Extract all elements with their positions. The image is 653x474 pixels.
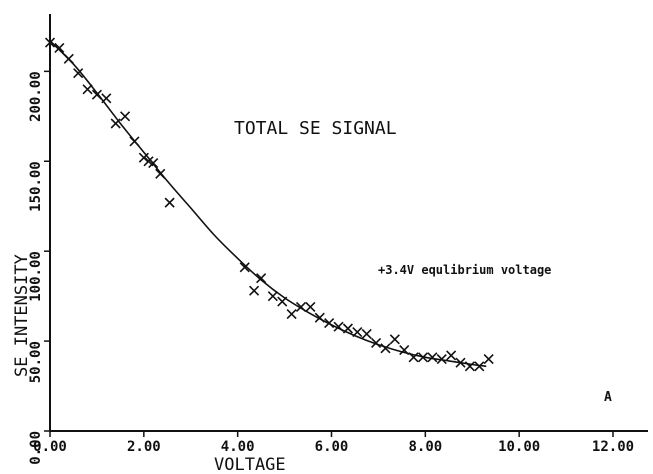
y-tick-label: 150.00 (28, 161, 44, 212)
data-point (455, 357, 466, 368)
data-point (417, 352, 429, 363)
chart-annotation-title: TOTAL SE SIGNAL (234, 118, 397, 139)
data-point (408, 352, 419, 363)
y-tick-label: 50.00 (28, 341, 44, 383)
data-point (436, 354, 447, 365)
data-point (380, 343, 391, 354)
data-point (464, 361, 475, 372)
data-point (483, 354, 494, 365)
data-points-layer (44, 37, 494, 372)
panel-label: A (604, 390, 612, 405)
data-point (352, 327, 363, 338)
data-point (101, 93, 112, 104)
data-point (249, 285, 260, 296)
y-tick-label: 0.00 (28, 431, 44, 465)
data-point (446, 350, 457, 361)
data-point (342, 323, 353, 334)
data-point (44, 37, 56, 48)
data-point (73, 68, 84, 79)
data-point (305, 301, 316, 312)
data-point (277, 296, 288, 307)
data-point (82, 84, 93, 95)
x-axis-label: VOLTAGE (214, 455, 286, 474)
x-tick-label: 2.00 (127, 439, 161, 455)
x-tick-label: 12.00 (592, 439, 634, 455)
data-point (91, 89, 102, 100)
x-tick-label: 4.00 (221, 439, 255, 455)
ticks: 0.00 2.00 4.00 6.00 8.00 10.00 12.00 0.00 50.00 1… (28, 70, 634, 465)
data-point (399, 345, 410, 356)
y-tick-label: 100.00 (28, 251, 44, 302)
y-axis-label: SE INTENSITY (12, 254, 32, 377)
data-point (427, 352, 438, 363)
x-tick-label: 6.00 (315, 439, 349, 455)
data-point (361, 328, 372, 339)
chart-annotation-note: +3.4V equlibrium voltage (378, 263, 551, 277)
data-point (129, 136, 140, 147)
data-point (110, 118, 121, 129)
data-point (389, 334, 400, 345)
data-point (120, 111, 131, 122)
x-tick-label: 8.00 (408, 439, 442, 455)
x-tick-label: 10.00 (498, 439, 540, 455)
data-point (267, 291, 278, 302)
x-tick-label: 0.00 (33, 439, 67, 455)
data-point (295, 301, 307, 312)
data-point (54, 42, 65, 54)
axes (49, 14, 648, 432)
data-point (164, 197, 175, 208)
data-point (371, 337, 382, 348)
y-tick-label: 200.00 (28, 71, 44, 122)
data-point (256, 273, 267, 284)
data-point (474, 361, 485, 372)
data-point (324, 318, 335, 329)
data-point (314, 312, 325, 323)
data-point (239, 262, 250, 273)
fit-curve-layer (49, 40, 487, 368)
data-point (63, 53, 74, 64)
data-point (286, 309, 297, 320)
data-point (148, 157, 159, 169)
data-point (155, 168, 166, 179)
fit-curve (49, 40, 487, 368)
data-point (333, 321, 344, 332)
